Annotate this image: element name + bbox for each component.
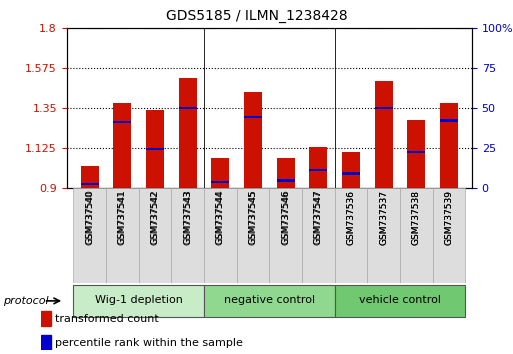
Bar xyxy=(41,311,51,326)
Text: GSM737545: GSM737545 xyxy=(248,190,258,245)
Text: protocol: protocol xyxy=(3,296,48,306)
Text: GSM737539: GSM737539 xyxy=(445,190,453,245)
Text: GSM737536: GSM737536 xyxy=(347,190,356,245)
Bar xyxy=(407,151,425,153)
Text: negative control: negative control xyxy=(224,295,315,305)
Text: GSM737544: GSM737544 xyxy=(216,190,225,245)
Bar xyxy=(374,107,393,109)
FancyBboxPatch shape xyxy=(236,188,269,283)
Text: GSM737545: GSM737545 xyxy=(248,189,258,244)
Bar xyxy=(244,92,262,188)
Text: GSM737547: GSM737547 xyxy=(314,190,323,245)
Bar xyxy=(440,119,458,121)
FancyBboxPatch shape xyxy=(367,188,400,283)
Text: percentile rank within the sample: percentile rank within the sample xyxy=(54,338,243,348)
Text: GSM737540: GSM737540 xyxy=(85,189,94,244)
Bar xyxy=(342,152,360,188)
Bar xyxy=(179,78,196,188)
Text: GDS5185 / ILMN_1238428: GDS5185 / ILMN_1238428 xyxy=(166,9,347,23)
FancyBboxPatch shape xyxy=(334,188,367,283)
Bar xyxy=(309,147,327,188)
FancyBboxPatch shape xyxy=(334,285,465,317)
Bar xyxy=(113,121,131,123)
Bar xyxy=(277,158,294,188)
Bar xyxy=(211,158,229,188)
Text: GSM737543: GSM737543 xyxy=(183,190,192,245)
Text: GSM737537: GSM737537 xyxy=(379,189,388,245)
Text: Wig-1 depletion: Wig-1 depletion xyxy=(95,295,183,305)
Bar xyxy=(41,335,51,350)
FancyBboxPatch shape xyxy=(400,188,433,283)
FancyBboxPatch shape xyxy=(433,188,465,283)
Bar xyxy=(146,110,164,188)
Bar xyxy=(407,120,425,188)
Text: GSM737542: GSM737542 xyxy=(150,189,160,244)
Text: GSM737544: GSM737544 xyxy=(216,189,225,244)
Bar xyxy=(440,103,458,188)
Bar xyxy=(113,103,131,188)
Bar xyxy=(277,179,294,182)
FancyBboxPatch shape xyxy=(171,188,204,283)
FancyBboxPatch shape xyxy=(302,188,334,283)
Text: GSM737540: GSM737540 xyxy=(85,190,94,245)
Text: GSM737547: GSM737547 xyxy=(314,189,323,244)
Text: GSM737546: GSM737546 xyxy=(281,189,290,244)
Text: GSM737543: GSM737543 xyxy=(183,189,192,244)
Bar xyxy=(146,148,164,150)
Bar xyxy=(211,181,229,183)
Text: transformed count: transformed count xyxy=(54,314,159,324)
FancyBboxPatch shape xyxy=(73,188,106,283)
Text: GSM737536: GSM737536 xyxy=(347,189,356,245)
Text: GSM737541: GSM737541 xyxy=(118,190,127,245)
FancyBboxPatch shape xyxy=(269,188,302,283)
Bar xyxy=(81,183,98,185)
Bar xyxy=(244,116,262,118)
FancyBboxPatch shape xyxy=(204,285,334,317)
Bar xyxy=(374,81,393,188)
Bar xyxy=(342,172,360,175)
Text: GSM737538: GSM737538 xyxy=(412,190,421,245)
Bar xyxy=(81,166,98,188)
Bar xyxy=(309,169,327,171)
Text: GSM737539: GSM737539 xyxy=(445,189,453,245)
Text: GSM737542: GSM737542 xyxy=(150,190,160,245)
Text: vehicle control: vehicle control xyxy=(359,295,441,305)
Text: GSM737538: GSM737538 xyxy=(412,189,421,245)
FancyBboxPatch shape xyxy=(106,188,139,283)
FancyBboxPatch shape xyxy=(139,188,171,283)
Text: GSM737541: GSM737541 xyxy=(118,189,127,244)
FancyBboxPatch shape xyxy=(73,285,204,317)
FancyBboxPatch shape xyxy=(204,188,236,283)
Bar xyxy=(179,107,196,109)
Text: GSM737537: GSM737537 xyxy=(379,190,388,245)
Text: GSM737546: GSM737546 xyxy=(281,190,290,245)
